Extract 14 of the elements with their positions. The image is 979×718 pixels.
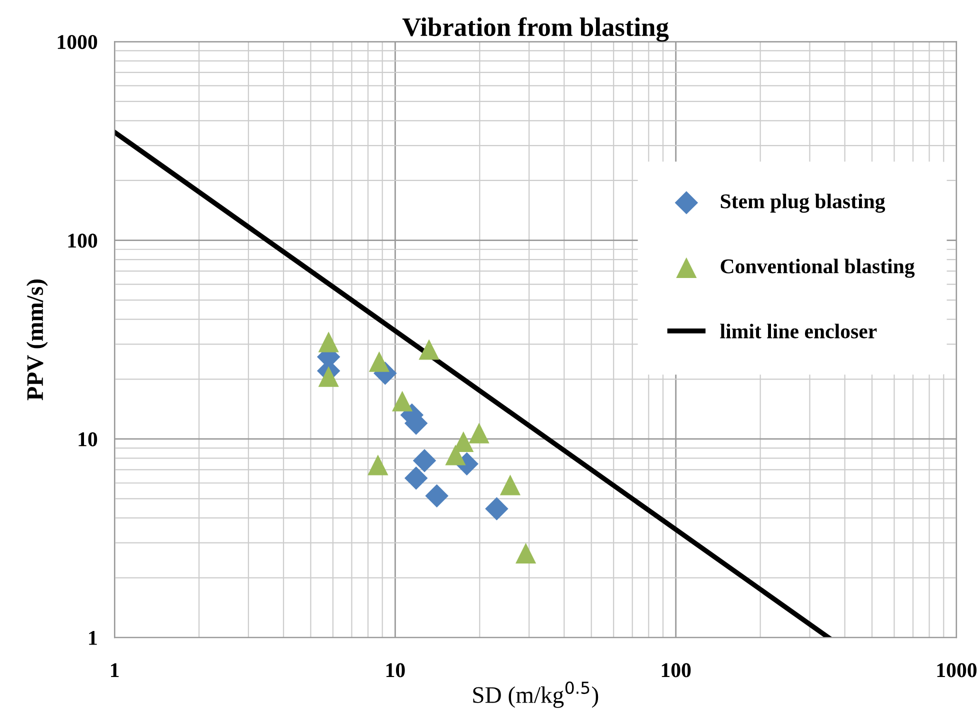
y-tick-label: 1000: [58, 35, 98, 50]
chart-title: Vibration from blasting: [402, 17, 669, 42]
x-tick-label: 100: [662, 663, 691, 678]
y-axis-title: PPV (mm/s): [26, 280, 48, 400]
legend-label: Conventional blasting: [720, 258, 915, 278]
x-tick-label: 10: [386, 663, 405, 678]
legend-label: Stem plug blasting: [720, 194, 886, 213]
x-tick-label: 1: [111, 663, 119, 678]
x-tick-label: 1000: [937, 663, 977, 678]
x-axis-title: SD (m/kg$^{0.5}$): [473, 681, 598, 708]
y-tick-label: 100: [68, 234, 98, 248]
y-tick-label: 1: [89, 631, 97, 645]
y-tick-label: 10: [78, 432, 98, 446]
legend-label: limit line encloser: [720, 324, 877, 338]
